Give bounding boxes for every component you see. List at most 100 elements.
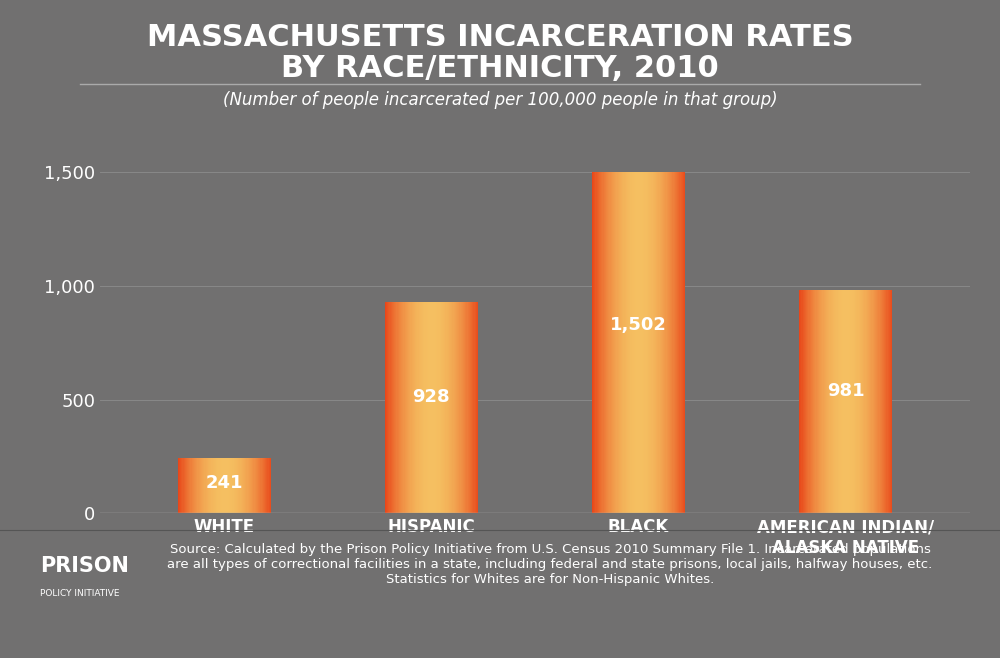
Bar [814, 290, 815, 513]
Bar [387, 302, 388, 513]
Text: (Number of people incarcerated per 100,000 people in that group): (Number of people incarcerated per 100,0… [223, 91, 777, 109]
Bar [622, 172, 623, 513]
Bar [607, 172, 608, 513]
Bar [828, 290, 829, 513]
Bar [606, 172, 607, 513]
Bar [477, 302, 478, 513]
Bar [195, 459, 196, 513]
Bar [833, 290, 834, 513]
Bar [612, 172, 613, 513]
Bar [683, 172, 684, 513]
Bar [815, 290, 817, 513]
Bar [201, 459, 202, 513]
Bar [632, 172, 633, 513]
Bar [662, 172, 663, 513]
Bar [682, 172, 683, 513]
Bar [253, 459, 255, 513]
Bar [476, 302, 477, 513]
Bar [856, 290, 857, 513]
Bar [614, 172, 615, 513]
Bar [413, 302, 414, 513]
Bar [250, 459, 251, 513]
Bar [613, 172, 614, 513]
Bar [862, 290, 863, 513]
Bar [628, 172, 629, 513]
Bar [884, 290, 885, 513]
Bar [651, 172, 653, 513]
Bar [808, 290, 810, 513]
Bar [880, 290, 881, 513]
Bar [200, 459, 201, 513]
Bar [806, 290, 807, 513]
Bar [836, 290, 838, 513]
Bar [265, 459, 266, 513]
Text: 241: 241 [206, 474, 243, 492]
Bar [403, 302, 405, 513]
Bar [648, 172, 649, 513]
Bar [861, 290, 862, 513]
Bar [427, 302, 428, 513]
Bar [853, 290, 854, 513]
Bar [227, 459, 228, 513]
Bar [664, 172, 665, 513]
Bar [825, 290, 826, 513]
Bar [822, 290, 824, 513]
Bar [469, 302, 470, 513]
Bar [860, 290, 861, 513]
Bar [660, 172, 661, 513]
Bar [641, 172, 642, 513]
Bar [386, 302, 387, 513]
Bar [449, 302, 450, 513]
Bar [863, 290, 864, 513]
Bar [881, 290, 882, 513]
Bar [674, 172, 675, 513]
Bar [206, 459, 207, 513]
Bar [654, 172, 655, 513]
Bar [459, 302, 461, 513]
Bar [218, 459, 220, 513]
Bar [231, 459, 232, 513]
Bar [237, 459, 238, 513]
Bar [598, 172, 599, 513]
Bar [178, 459, 179, 513]
Bar [202, 459, 203, 513]
Bar [222, 459, 223, 513]
Bar [249, 459, 250, 513]
Bar [679, 172, 681, 513]
Bar [845, 290, 846, 513]
Bar [246, 459, 248, 513]
Bar [846, 290, 847, 513]
Bar [217, 459, 218, 513]
Bar [817, 290, 818, 513]
Bar [626, 172, 627, 513]
Bar [611, 172, 612, 513]
Bar [629, 172, 630, 513]
Bar [635, 172, 636, 513]
Bar [456, 302, 457, 513]
Bar [184, 459, 185, 513]
Bar [669, 172, 670, 513]
Bar [658, 172, 660, 513]
Bar [447, 302, 448, 513]
Bar [216, 459, 217, 513]
Bar [229, 459, 230, 513]
Bar [389, 302, 391, 513]
Bar [623, 172, 625, 513]
Bar [263, 459, 264, 513]
Bar [602, 172, 604, 513]
Bar [400, 302, 401, 513]
Bar [843, 290, 845, 513]
Bar [260, 459, 262, 513]
Bar [848, 290, 849, 513]
Bar [675, 172, 676, 513]
Bar [643, 172, 644, 513]
Bar [430, 302, 431, 513]
Bar [592, 172, 593, 513]
Bar [801, 290, 803, 513]
Bar [864, 290, 866, 513]
Bar [232, 459, 234, 513]
Bar [882, 290, 883, 513]
Bar [646, 172, 647, 513]
Bar [228, 459, 229, 513]
Bar [420, 302, 421, 513]
